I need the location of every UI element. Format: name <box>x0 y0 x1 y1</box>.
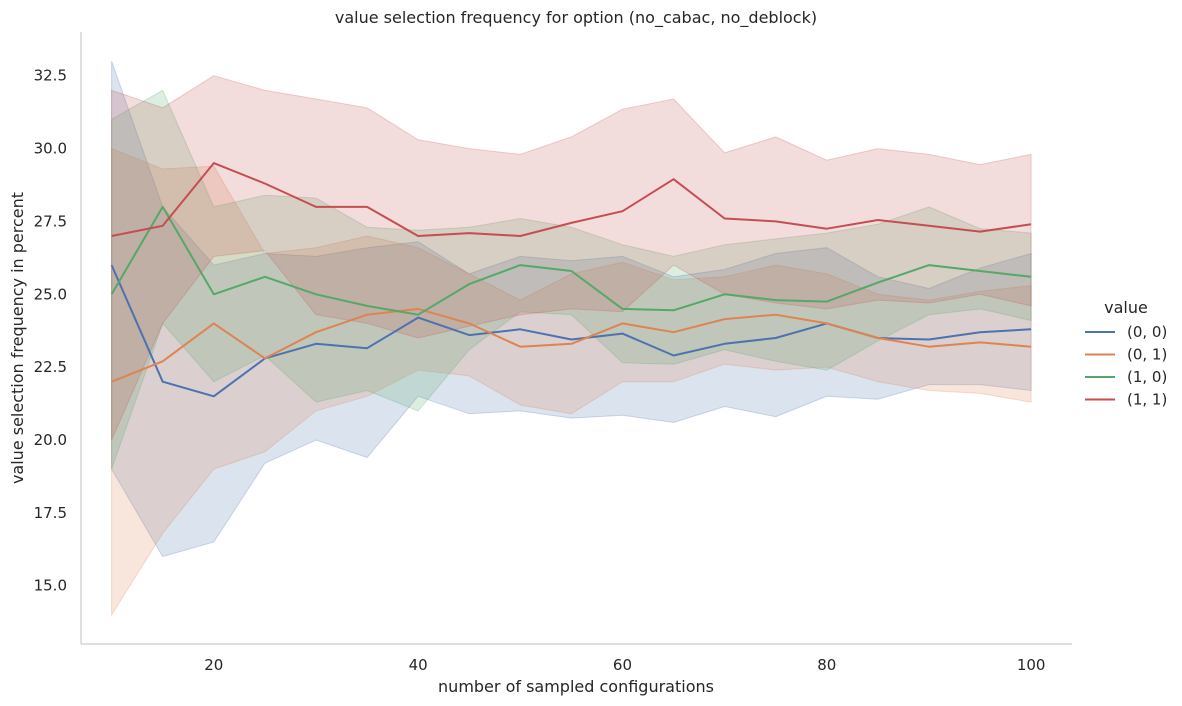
legend-label: (1, 0) <box>1127 368 1167 386</box>
y-tick-label: 27.5 <box>34 212 67 230</box>
legend-label: (0, 0) <box>1127 323 1167 341</box>
x-tick-label: 100 <box>1017 656 1046 674</box>
confidence-band-0 <box>111 60 1032 558</box>
series-line-1 <box>111 307 1032 383</box>
y-tick-label: 32.5 <box>34 67 67 85</box>
y-tick-label: 30.0 <box>34 140 67 158</box>
y-tick-label: 20.0 <box>34 431 67 449</box>
y-axis-title: value selection frequency in percent <box>8 192 27 484</box>
chart-title: value selection frequency for option (no… <box>335 8 817 28</box>
series-line-3 <box>111 162 1032 237</box>
confidence-band-2 <box>111 89 1032 470</box>
x-tick-labels: 20 40 60 80 100 <box>204 656 1045 674</box>
x-tick-label: 40 <box>409 656 428 674</box>
confidence-band-3 <box>111 75 1032 441</box>
x-axis-title: number of sampled configurations <box>438 677 714 696</box>
y-tick-labels: 15.0 17.5 20.0 22.5 25.0 27.5 30.0 32.5 <box>34 67 67 595</box>
x-tick-label: 20 <box>204 656 223 674</box>
confidence-band-1 <box>111 147 1032 617</box>
y-tick-label: 15.0 <box>34 577 67 595</box>
legend-label: (0, 1) <box>1127 346 1167 364</box>
series-line-2 <box>110 205 1032 316</box>
y-tick-label: 25.0 <box>34 285 67 303</box>
x-tick-label: 80 <box>817 656 836 674</box>
confidence-bands <box>111 60 1032 617</box>
y-tick-label: 22.5 <box>34 358 67 376</box>
y-tick-label: 17.5 <box>34 504 67 522</box>
legend: value (0, 0) (0, 1) (1, 0) (1, 1) <box>1085 298 1167 409</box>
legend-title: value <box>1104 298 1148 317</box>
series-lines <box>110 162 1032 398</box>
legend-label: (1, 1) <box>1127 391 1167 409</box>
x-tick-label: 60 <box>613 656 632 674</box>
